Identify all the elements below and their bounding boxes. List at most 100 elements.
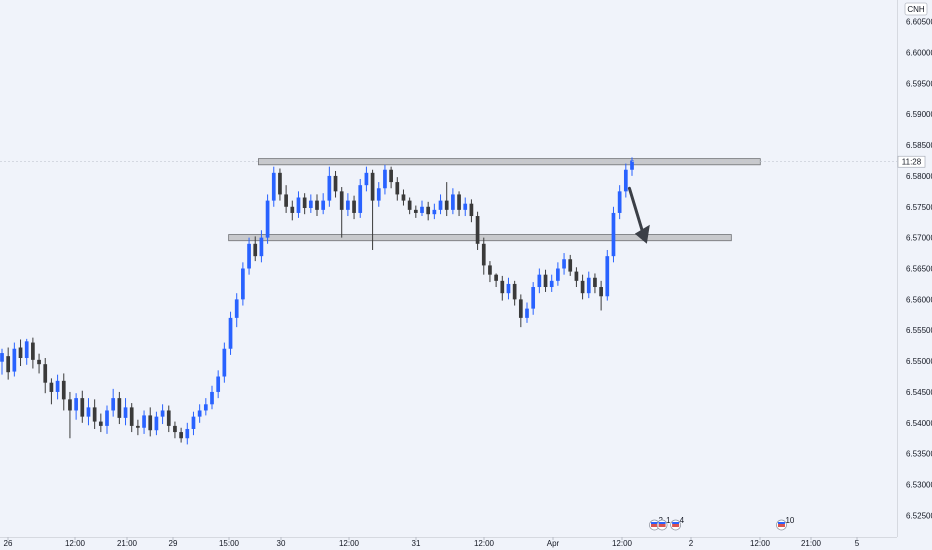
economic-event-marker[interactable]: 4 <box>670 516 685 531</box>
candle-body <box>278 172 282 195</box>
y-tick-label: 6.55000 <box>906 357 932 366</box>
candle-body <box>284 194 288 207</box>
candle-body <box>432 209 437 215</box>
y-tick-label: 6.59500 <box>906 79 932 88</box>
y-tick-label: 6.54500 <box>906 388 932 397</box>
candle-body <box>129 407 134 426</box>
candle-body <box>346 200 350 210</box>
x-tick-label: 26 <box>4 539 13 548</box>
candle-body <box>562 259 566 269</box>
x-tick-label: 31 <box>412 539 421 548</box>
candle-body <box>321 200 326 210</box>
candle-body <box>531 287 536 309</box>
x-tick-label: 12:00 <box>750 539 771 548</box>
x-tick-label: 15:00 <box>219 539 240 548</box>
candle-body <box>92 407 97 422</box>
candle-body <box>438 200 443 210</box>
candle-body <box>142 415 146 428</box>
x-tick-label: 12:00 <box>612 539 633 548</box>
candle-body <box>55 380 60 392</box>
candle-body <box>580 280 585 294</box>
candle-body <box>537 274 542 288</box>
candle-body <box>383 169 387 189</box>
candle-body <box>296 197 301 213</box>
candle-body <box>148 415 153 431</box>
time-axis[interactable]: 26 12:00 21:00 29 15:00 30 12:00 31 12:00 Apr 12:0… <box>4 537 860 548</box>
economic-event-marker[interactable]: 10 <box>776 516 795 531</box>
candle-body <box>457 194 461 210</box>
candle-body <box>512 283 517 300</box>
candle-body <box>358 185 363 213</box>
candle-body <box>222 348 227 377</box>
candle-body <box>228 317 233 349</box>
symbol-badge[interactable]: CNH <box>904 2 928 16</box>
x-tick-label: 12:00 <box>339 539 360 548</box>
economic-event-marker[interactable]: 1 <box>656 516 671 531</box>
price-axis[interactable]: 6.60500 6.60000 6.59500 6.59000 6.58500 6.580… <box>906 18 932 521</box>
candle-body <box>339 191 344 210</box>
candle-body <box>617 191 622 213</box>
candle-body <box>302 197 307 209</box>
candle-body <box>0 353 4 362</box>
candle-body <box>197 410 202 417</box>
candle-body <box>494 274 498 281</box>
candle-body <box>49 382 54 392</box>
candle-body <box>37 359 41 365</box>
down-arrow-head <box>634 224 650 244</box>
x-tick-label: 21:00 <box>801 539 822 548</box>
candle-body <box>191 416 196 429</box>
candle-body <box>568 259 573 272</box>
y-tick-label: 6.60000 <box>906 48 932 57</box>
candle-body <box>117 398 122 418</box>
candle-body <box>154 416 159 431</box>
candle-body <box>31 342 35 360</box>
candle-body <box>370 172 375 201</box>
resistance-zone[interactable] <box>228 234 732 242</box>
candle-body <box>210 391 214 405</box>
candle-body <box>80 398 85 417</box>
candle-body <box>241 268 245 300</box>
marker-layer: 21410 <box>649 516 795 531</box>
y-tick-label: 6.54000 <box>906 419 932 428</box>
candle-body <box>599 287 603 297</box>
candle-body <box>420 206 424 213</box>
candle-body <box>105 410 109 426</box>
y-tick-label: 6.60500 <box>906 18 932 27</box>
candle-body <box>111 398 116 411</box>
candle-layer <box>0 157 634 445</box>
candle-body <box>18 347 23 358</box>
candle-body <box>444 200 449 210</box>
x-tick-label: 29 <box>169 539 178 548</box>
candle-body <box>611 212 616 257</box>
x-tick-label: 2 <box>689 539 694 548</box>
candle-body <box>333 175 338 192</box>
candle-body <box>308 200 313 209</box>
candle-body <box>43 364 48 383</box>
y-tick-label: 6.53500 <box>906 450 932 459</box>
candle-body <box>500 280 505 294</box>
candle-body <box>6 356 11 373</box>
candle-body <box>290 206 295 213</box>
candle-body <box>506 283 511 294</box>
y-tick-label: 6.58500 <box>906 141 932 150</box>
y-tick-label: 6.56000 <box>906 295 932 304</box>
x-tick-label: 5 <box>855 539 860 548</box>
candle-body <box>518 299 523 318</box>
candle-body <box>525 308 529 318</box>
candle-body <box>426 206 431 215</box>
candle-body <box>389 169 393 183</box>
candle-body <box>395 182 400 195</box>
candle-body <box>475 216 480 244</box>
candle-body <box>185 428 190 439</box>
candle-body <box>376 188 381 201</box>
candle-body <box>315 200 319 210</box>
current-price-tag: 11:28 <box>0 155 926 168</box>
candle-body <box>179 432 183 439</box>
candle-body <box>203 404 208 411</box>
candle-body <box>24 341 29 358</box>
candle-body <box>401 194 406 201</box>
x-tick-label: 12:00 <box>65 539 86 548</box>
event-marker-count: 10 <box>785 516 794 525</box>
